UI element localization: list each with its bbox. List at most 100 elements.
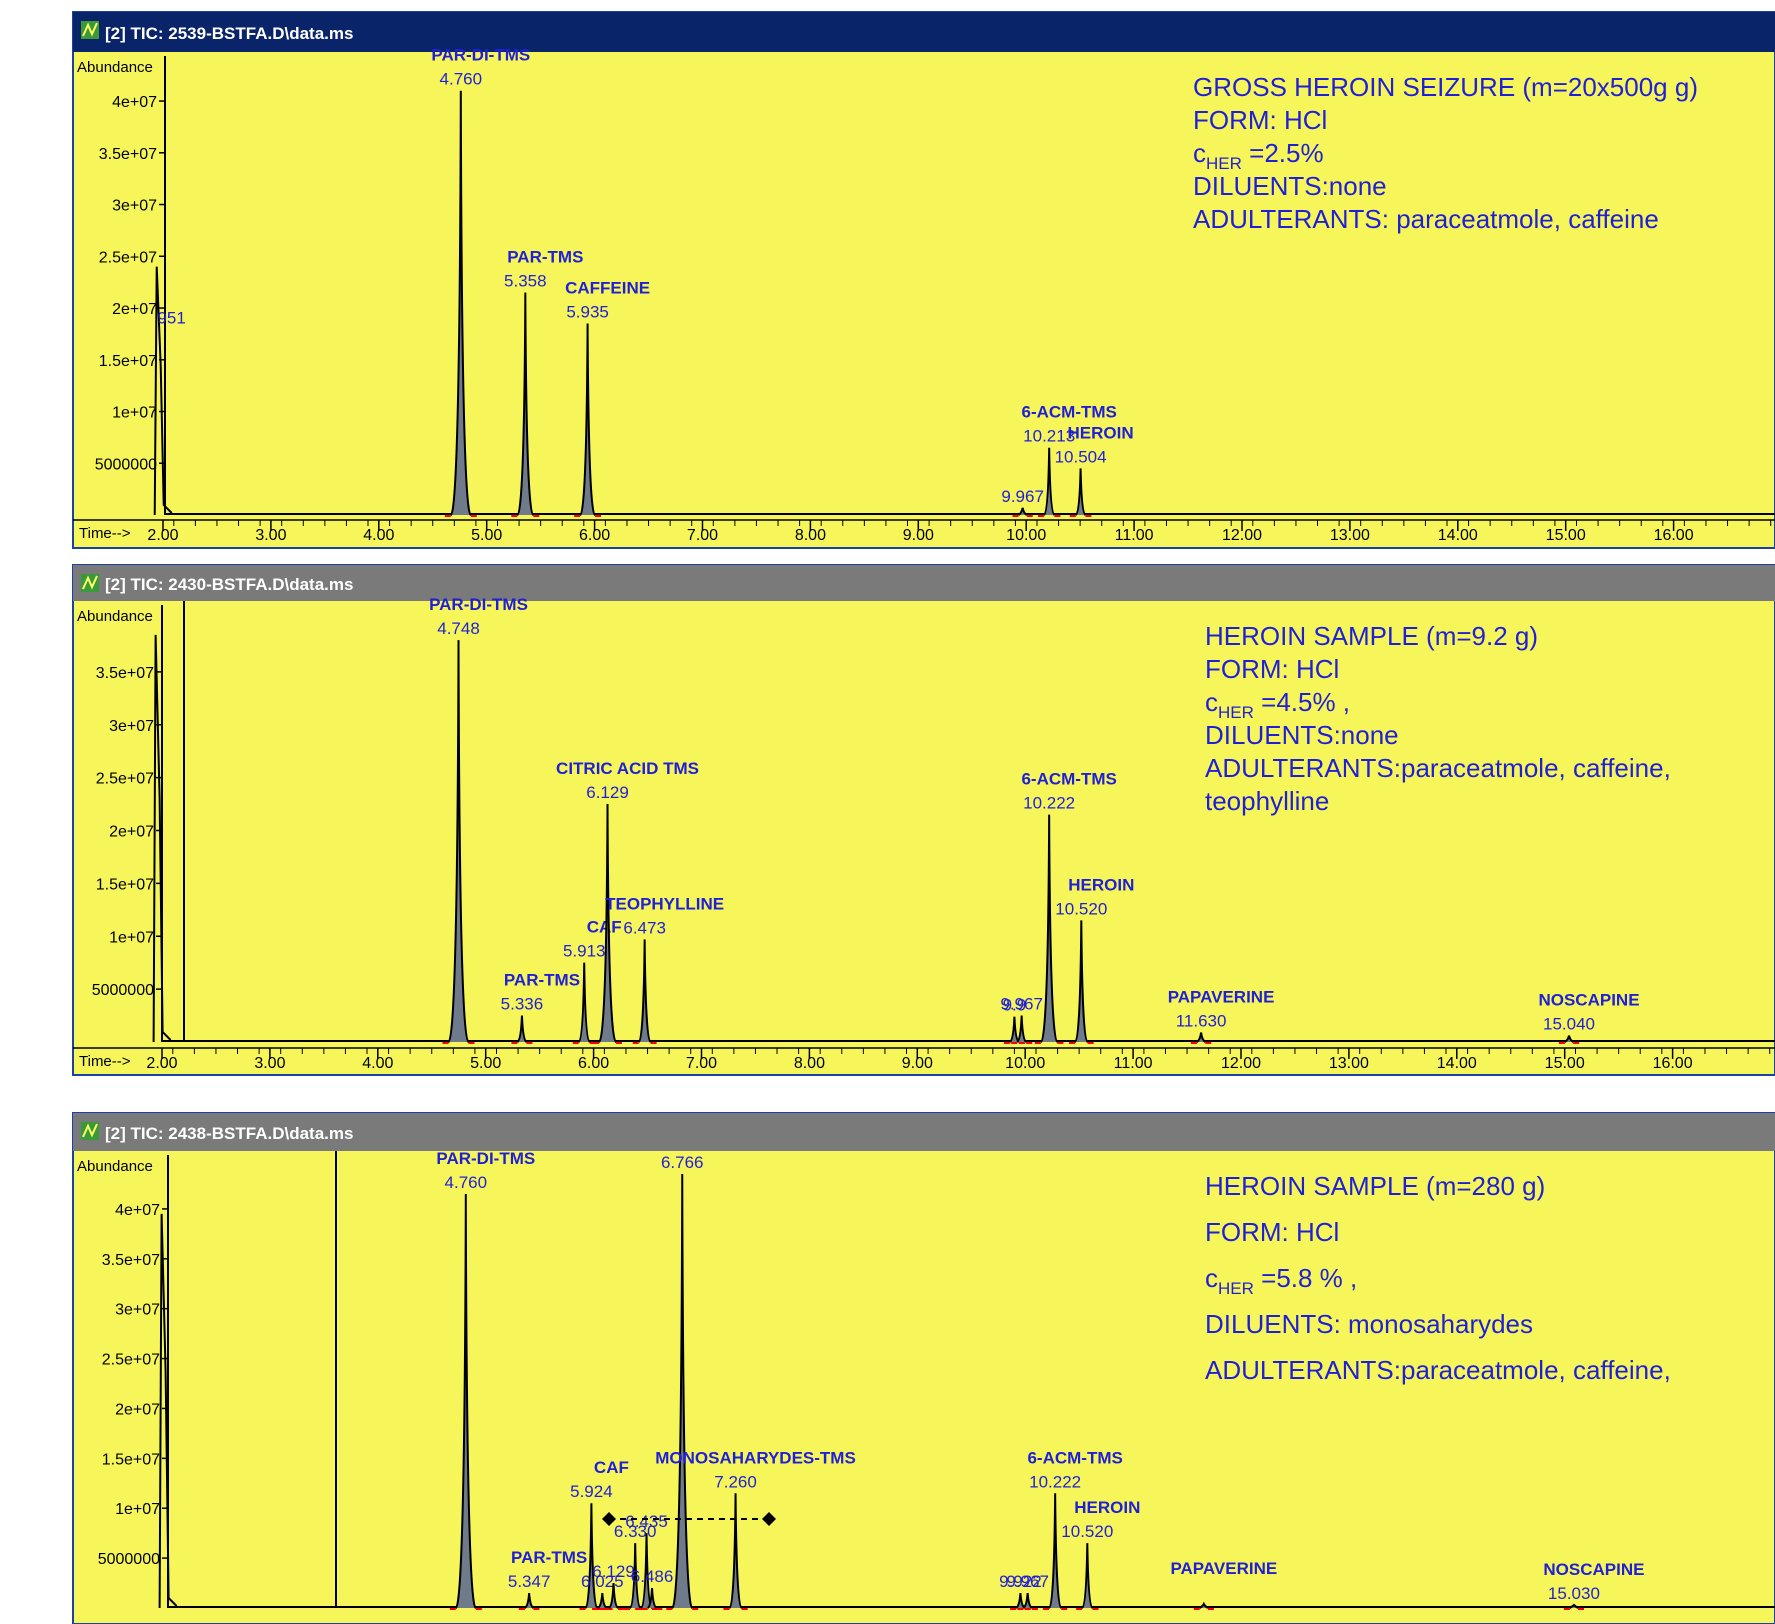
peak-rt-label: 6.129 [592, 1562, 635, 1581]
peak [646, 1587, 658, 1609]
peak [577, 962, 591, 1043]
peak-compound-label: PAPAVERINE [1170, 1559, 1277, 1578]
x-tick-label: 11.00 [1115, 527, 1154, 544]
peak-compound-label: HEROIN [1068, 423, 1134, 442]
y-tick-label: 4e+07 [115, 1202, 160, 1219]
x-tick-label: 11.00 [1114, 1055, 1153, 1072]
y-tick-label: 2e+07 [115, 1401, 160, 1418]
peak-compound-label: 6-ACM-TMS [1021, 770, 1116, 789]
x-tick-label: 2.00 [147, 527, 178, 544]
x-tick-label: 7.00 [686, 1055, 717, 1072]
peak-compound-label: MONOSAHARYDES-TMS [655, 1448, 856, 1467]
x-tick-label: 8.00 [794, 1055, 825, 1072]
x-tick-label: 3.00 [255, 527, 286, 544]
peak-compound-label: NOSCAPINE [1543, 1560, 1644, 1579]
x-tick-label: 15.00 [1545, 1055, 1585, 1072]
peak [671, 1173, 694, 1609]
x-tick-label: 2.00 [146, 1055, 177, 1072]
peak [516, 1015, 528, 1043]
window-titlebar[interactable] [73, 12, 1775, 52]
peak-rt-label: 15.040 [1543, 1015, 1595, 1034]
peak [1022, 1592, 1033, 1609]
solvent-peak [152, 634, 172, 1043]
y-tick-label: 1.5e+07 [99, 353, 157, 370]
solvent-peak [158, 1213, 178, 1609]
peak [584, 1503, 599, 1609]
peak [1569, 1603, 1579, 1609]
peak-compound-label: NOSCAPINE [1538, 991, 1639, 1010]
window-icon-trace [82, 1123, 98, 1138]
peak-compound-label: HEROIN [1074, 1498, 1140, 1517]
x-tick-label: 4.00 [362, 1055, 393, 1072]
peak [637, 939, 652, 1043]
peak [1040, 814, 1059, 1043]
peak-compound-label: PAR-TMS [504, 971, 580, 990]
window-frame [72, 564, 1775, 1076]
y-tick-label: 3.5e+07 [102, 1252, 160, 1269]
chromatogram-window-icon [81, 21, 99, 39]
sample-info-line: ADULTERANTS:paraceatmole, caffeine, [1205, 753, 1671, 783]
peak [1564, 1035, 1574, 1043]
y-tick-label: 1e+07 [109, 929, 154, 946]
chromatogram-panel-2: [2] TIC: 2430-BSTFA.D\data.ms Abundance 50… [72, 564, 1775, 1076]
sample-title: HEROIN SAMPLE (m=9.2 g) [1205, 621, 1538, 651]
peak-rt-label: 15.030 [1548, 1584, 1600, 1603]
x-tick-label: 13.00 [1329, 1055, 1369, 1072]
peak [598, 804, 617, 1043]
window-titlebar[interactable] [73, 1113, 1775, 1151]
peak [629, 1543, 642, 1609]
conc-symbol: c [1205, 1263, 1218, 1293]
peak-rt-label: 9.922 [999, 1572, 1042, 1591]
range-marker-right [762, 1512, 776, 1526]
peak-compound-label: HEROIN [1068, 875, 1134, 894]
y-tick-label: 2.5e+07 [102, 1352, 160, 1369]
peak [1048, 1493, 1063, 1609]
window-frame [72, 11, 1775, 549]
x-tick-label: 5.00 [471, 527, 502, 544]
peak-compound-label: PAR-DI-TMS [436, 1149, 535, 1168]
y-tick-label: 3e+07 [112, 198, 157, 215]
y-tick-label: 2e+07 [112, 301, 157, 318]
peak-rt-label: 6.766 [661, 1153, 704, 1172]
x-tick-label: 8.00 [795, 527, 826, 544]
peak-compound-label: 6-ACM-TMS [1027, 1448, 1122, 1467]
y-tick-label: 1.5e+07 [96, 876, 154, 893]
sample-concentration: cHER =4.5% , [1205, 687, 1350, 722]
window-title: [2] TIC: 2539-BSTFA.D\data.ms [105, 24, 353, 43]
sample-info-line: teophylline [1205, 786, 1329, 816]
y-tick-label: 5000000 [92, 982, 154, 999]
peak-rt-label: 5.913 [563, 942, 606, 961]
sample-form: FORM: HCl [1205, 1217, 1339, 1247]
peak-rt-label: 7.260 [714, 1472, 757, 1491]
sample-info-line: DILUENTS:none [1205, 720, 1399, 750]
x-tick-label: 10.00 [1005, 1055, 1045, 1072]
peak-rt-label: 6.486 [631, 1567, 674, 1586]
sample-info-line: DILUENTS:none [1193, 171, 1387, 201]
peak [579, 323, 596, 516]
extra-peak-label: 951 [157, 309, 185, 328]
range-marker-left [602, 1512, 616, 1526]
x-axis-label: Time--> [79, 525, 131, 542]
peak-compound-label: CAFFEINE [565, 279, 650, 298]
peak [1199, 1601, 1209, 1609]
peak-rt-label: 4.760 [440, 70, 483, 89]
peak-compound-label: PAR-DI-TMS [431, 46, 530, 65]
peak-rt-label: 5.336 [501, 995, 544, 1014]
x-tick-label: 3.00 [254, 1055, 285, 1072]
y-tick-label: 3.5e+07 [96, 665, 154, 682]
x-tick-label: 10.00 [1006, 527, 1046, 544]
x-tick-label: 6.00 [579, 527, 610, 544]
x-tick-label: 16.00 [1653, 1055, 1693, 1072]
peak-rt-label: 10.222 [1023, 794, 1075, 813]
x-tick-label: 14.00 [1438, 527, 1478, 544]
peak [516, 292, 535, 516]
peak [1009, 1016, 1020, 1043]
x-tick-label: 14.00 [1437, 1055, 1477, 1072]
x-tick-label: 5.00 [470, 1055, 501, 1072]
window-titlebar[interactable] [73, 565, 1775, 601]
sample-title: HEROIN SAMPLE (m=280 g) [1205, 1171, 1545, 1201]
peak-rt-label: 5.924 [570, 1482, 613, 1501]
peak-rt-label: 9.967 [1006, 1572, 1049, 1591]
